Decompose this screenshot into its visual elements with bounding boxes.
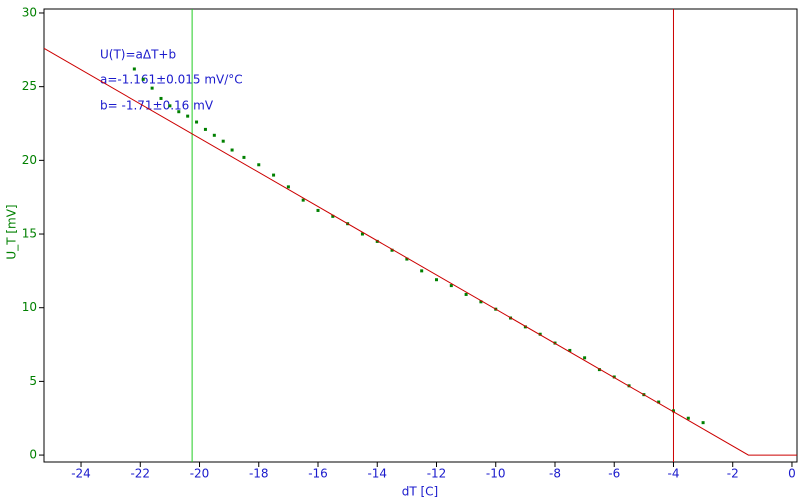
- data-point: [671, 409, 675, 413]
- x-tick-label: -2: [727, 467, 739, 481]
- data-point: [612, 375, 616, 379]
- data-point: [464, 292, 468, 296]
- data-point: [203, 127, 207, 131]
- y-tick-label: 20: [22, 153, 37, 167]
- x-tick-label: -6: [608, 467, 620, 481]
- x-tick-label: -12: [427, 467, 447, 481]
- x-tick-label: -20: [190, 467, 210, 481]
- y-tick-label: 0: [29, 448, 37, 462]
- x-tick-label: -4: [667, 467, 679, 481]
- data-point: [150, 86, 154, 90]
- data-point: [434, 278, 438, 282]
- fit-line: [43, 47, 797, 456]
- x-tick-label: 0: [788, 467, 796, 481]
- data-point: [523, 325, 527, 329]
- data-point: [132, 67, 136, 71]
- y-tick-label: 30: [22, 5, 37, 19]
- data-point: [141, 77, 145, 81]
- data-point: [212, 133, 216, 137]
- data-point: [449, 284, 453, 288]
- data-point: [301, 198, 305, 202]
- annotation: U(T)=aΔT+b: [100, 48, 176, 62]
- x-tick-label: -22: [130, 467, 150, 481]
- plot-frame: [43, 8, 798, 463]
- data-point: [420, 269, 424, 273]
- data-point: [479, 300, 483, 304]
- data-point: [186, 114, 190, 118]
- data-point: [195, 120, 199, 124]
- data-point: [538, 332, 542, 336]
- x-tick-label: -18: [249, 467, 269, 481]
- x-tick-label: -10: [486, 467, 506, 481]
- data-point: [686, 416, 690, 420]
- data-point: [286, 185, 290, 189]
- data-point: [657, 400, 661, 404]
- x-tick-label: -14: [367, 467, 387, 481]
- y-tick-label: 15: [22, 227, 37, 241]
- data-point: [230, 148, 234, 152]
- data-point: [168, 104, 172, 108]
- data-point: [221, 139, 225, 143]
- data-point: [257, 163, 261, 167]
- data-point: [375, 239, 379, 243]
- x-tick-label: -8: [549, 467, 561, 481]
- y-tick-label: 25: [22, 79, 37, 93]
- data-point: [701, 421, 705, 425]
- y-axis-label: U_T [mV]: [5, 204, 19, 259]
- data-point: [390, 248, 394, 252]
- data-point: [405, 257, 409, 261]
- annotation: a=-1.161±0.015 mV/°C: [100, 73, 243, 87]
- data-point: [272, 173, 276, 177]
- y-tick-label: 10: [22, 300, 37, 314]
- x-tick-label: -16: [308, 467, 328, 481]
- data-point: [568, 348, 572, 352]
- data-point: [242, 155, 246, 159]
- data-point: [331, 214, 335, 218]
- data-point: [177, 110, 181, 114]
- x-axis-label: dT [C]: [402, 485, 439, 499]
- data-point: [316, 208, 320, 212]
- annotation: b= -1.71±0.16 mV: [100, 99, 214, 113]
- data-point: [159, 96, 163, 100]
- data-point: [360, 232, 364, 236]
- y-tick-label: 5: [29, 374, 37, 388]
- data-point: [583, 356, 587, 360]
- x-tick-label: -24: [71, 467, 91, 481]
